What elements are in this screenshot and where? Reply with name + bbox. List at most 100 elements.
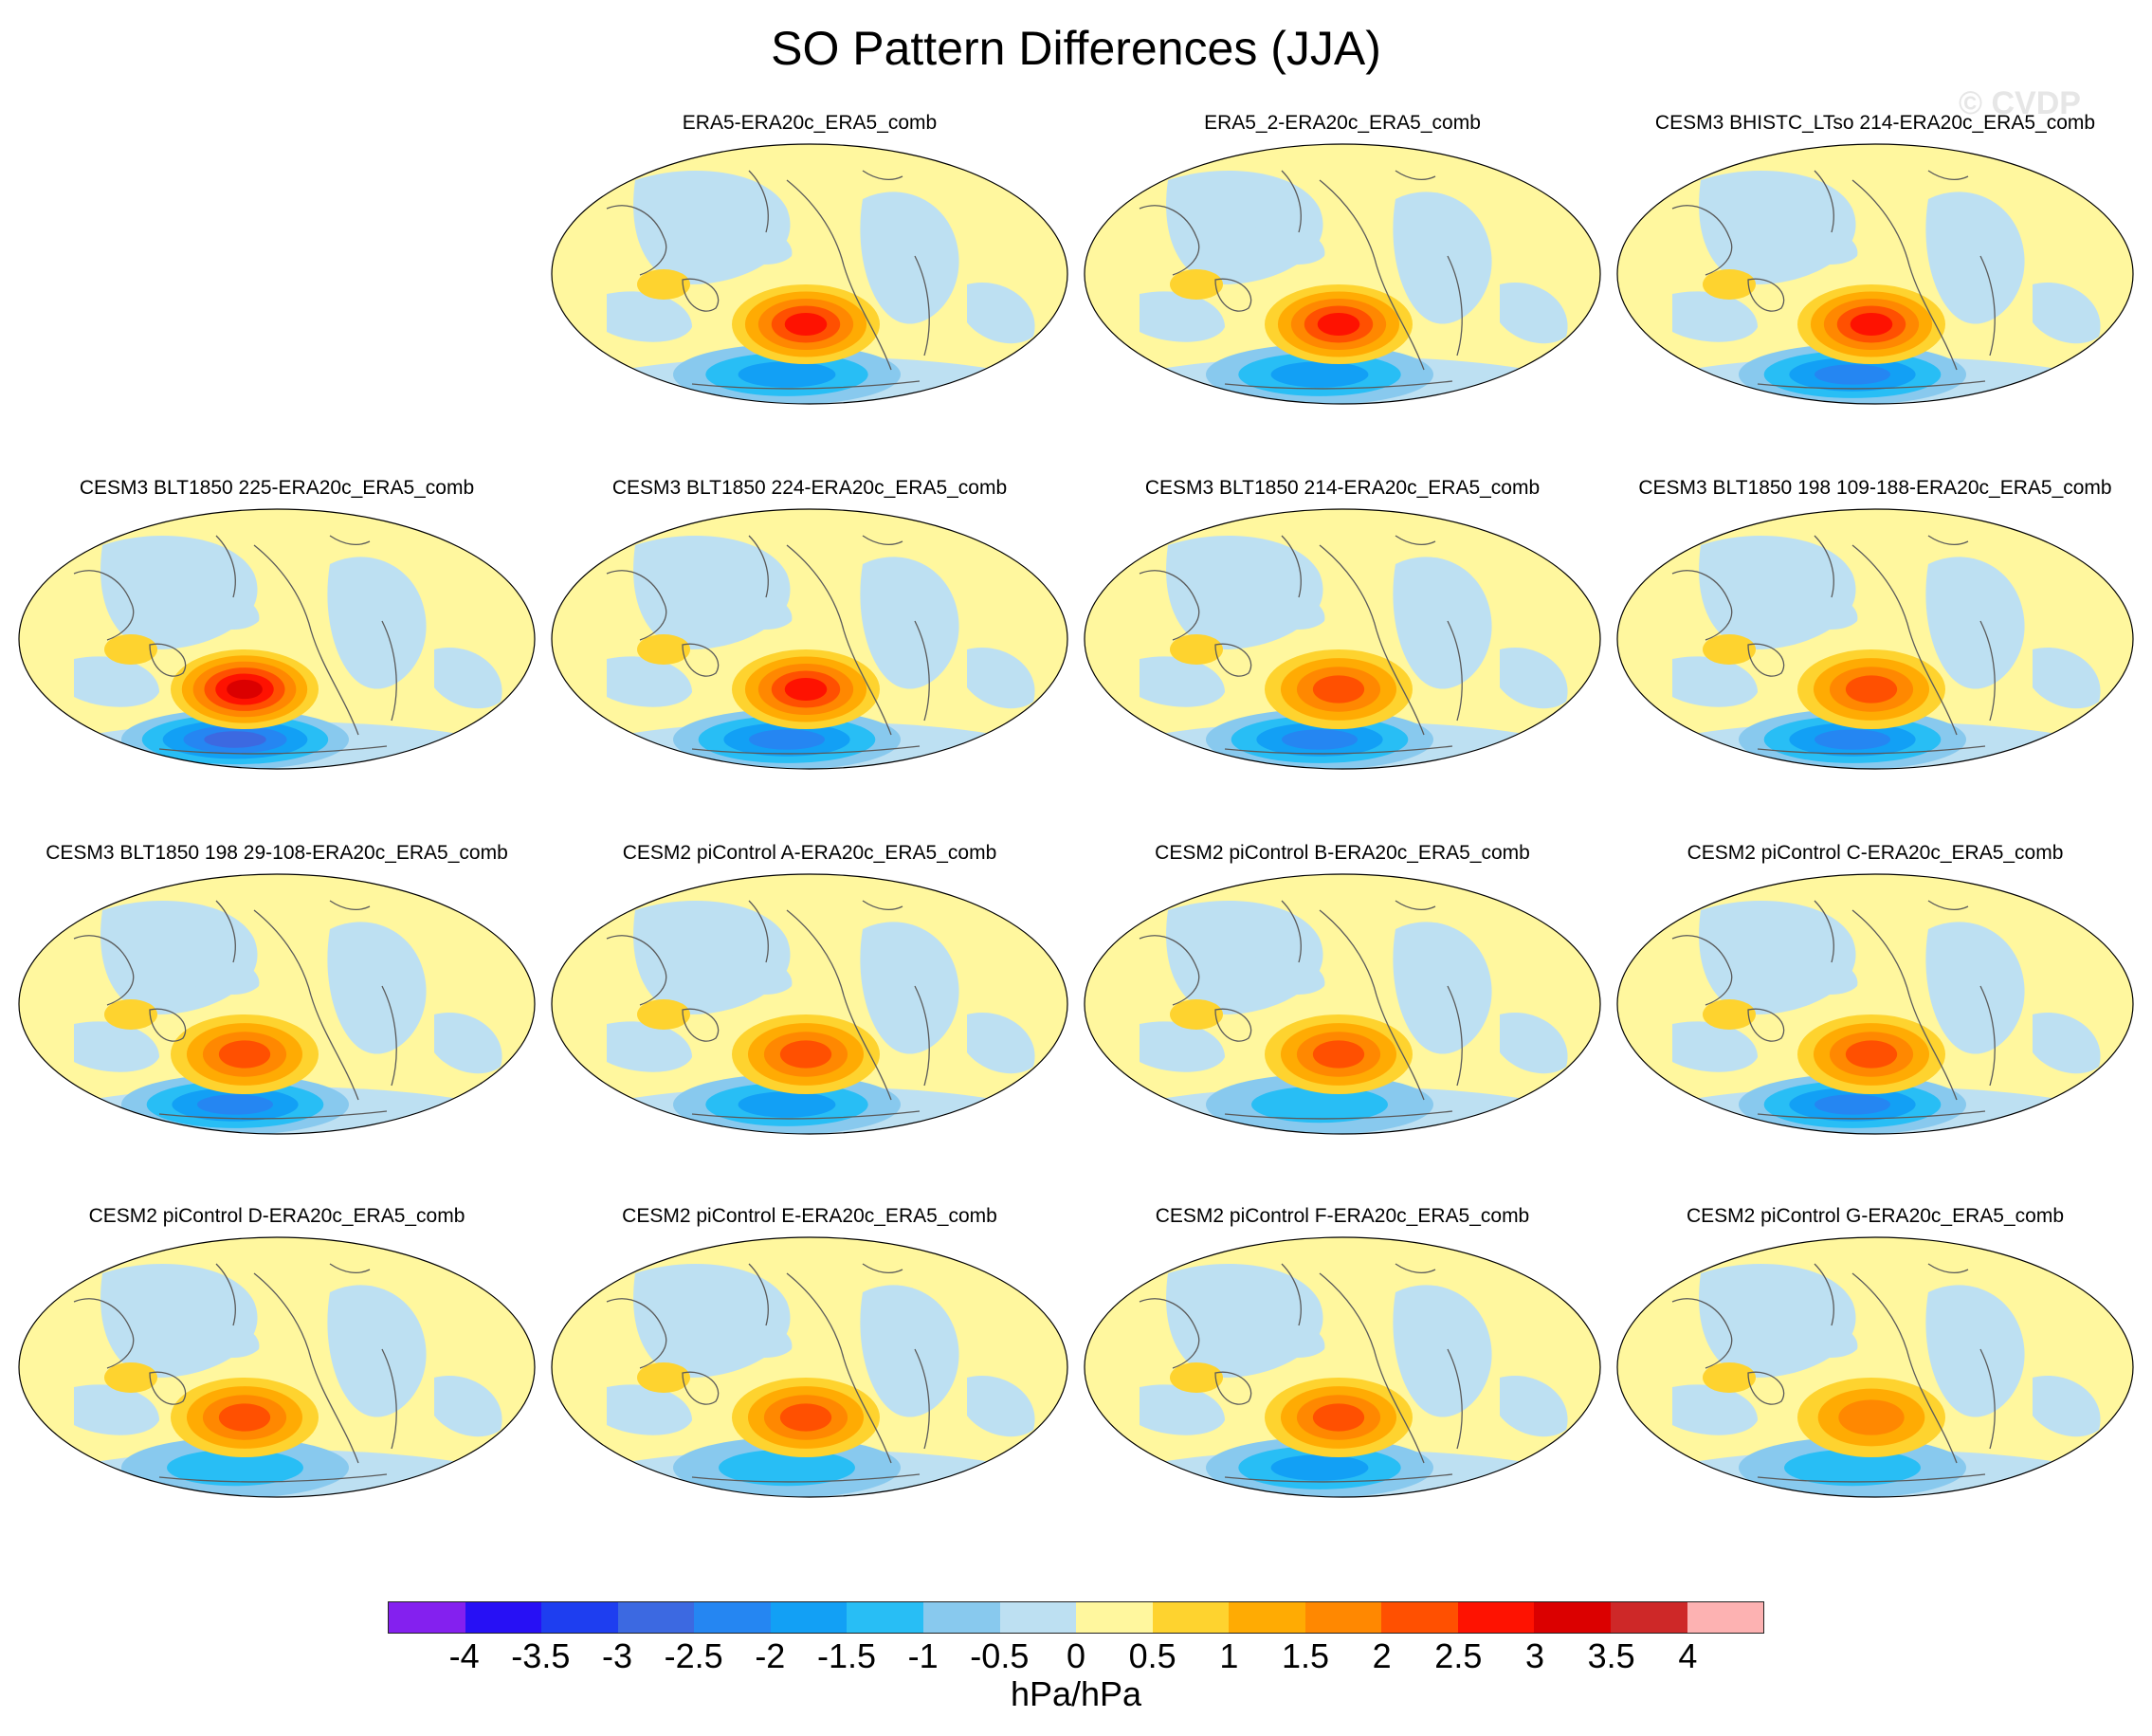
negative-band [1140, 1021, 1225, 1072]
secondary-high [637, 999, 690, 1030]
low-contour [719, 1449, 855, 1487]
map-border [551, 508, 1068, 770]
panel-title: CESM2 piControl A-ERA20c_ERA5_comb [622, 842, 997, 864]
high-contour [1850, 313, 1893, 336]
coastline [253, 1272, 359, 1464]
colorbar-labels: -4 -3.5 -3 -2.5 -2 -1.5 -1 -0.5 0 0.5 1 1.5 2 2.5 3 3.5… [0, 1636, 2152, 1676]
map-border [1084, 508, 1601, 770]
coastline [381, 620, 397, 722]
negative-band [1925, 192, 2025, 324]
negative-band [607, 1021, 692, 1072]
negative-band [967, 283, 1035, 344]
negative-band [1786, 225, 1858, 265]
low-contour [204, 731, 266, 748]
low-contour [197, 1094, 273, 1115]
negative-band [607, 656, 692, 707]
coastline [1927, 900, 1969, 911]
map-border [1616, 508, 2134, 770]
negative-band [1786, 590, 1858, 630]
colorbar-swatch [694, 1602, 771, 1633]
high-contour [1312, 675, 1365, 704]
map-border [551, 873, 1068, 1135]
map-border [1084, 143, 1601, 405]
low-contour [749, 729, 825, 750]
coastline [748, 1263, 769, 1326]
map-panel [18, 1236, 536, 1498]
coastline [1979, 985, 1996, 1087]
coastline [914, 985, 930, 1087]
coastline [158, 1110, 388, 1120]
coastline [1447, 985, 1463, 1087]
coastline [1757, 1473, 1986, 1483]
colorbar-swatch [847, 1602, 923, 1633]
colorbar-tick-label: -1 [907, 1636, 939, 1675]
coastline [1319, 544, 1425, 736]
low-contour [1815, 729, 1890, 750]
high-contour [218, 1040, 271, 1069]
high-contour [784, 678, 828, 701]
negative-band [1253, 590, 1325, 630]
coastline [1814, 1263, 1834, 1326]
coastline [1447, 620, 1463, 722]
coastline [682, 643, 720, 677]
coastline [1927, 1263, 1969, 1274]
coastline [786, 544, 892, 736]
coastline [73, 1298, 135, 1369]
panel-title: CESM2 piControl B-ERA20c_ERA5_comb [1155, 842, 1530, 864]
negative-band [188, 590, 260, 630]
negative-band [1672, 1021, 1758, 1072]
coastline [1851, 909, 1958, 1101]
coastline [691, 1473, 921, 1483]
coastline [149, 643, 187, 677]
coastline [691, 380, 921, 390]
coastline [329, 1263, 371, 1274]
panel-title: ERA5_2-ERA20c_ERA5_comb [1204, 112, 1481, 134]
negative-band [188, 1318, 260, 1359]
panel-title: CESM2 piControl E-ERA20c_ERA5_comb [622, 1205, 997, 1227]
colorbar-swatch [999, 1602, 1077, 1633]
negative-band [607, 291, 692, 342]
secondary-high [1703, 1362, 1756, 1393]
colorbar-tick-label: 2 [1372, 1636, 1392, 1675]
negative-band [860, 192, 959, 324]
low-contour [1270, 1454, 1369, 1481]
colorbar-swatch [1687, 1602, 1764, 1633]
coastline [691, 1110, 921, 1120]
high-contour [779, 1040, 832, 1069]
colorbar-swatch [1076, 1602, 1153, 1633]
map-panel [1616, 508, 2134, 770]
negative-band [967, 648, 1035, 709]
low-contour [738, 1091, 836, 1118]
coastline [1395, 900, 1436, 911]
colorbar-swatch [922, 1602, 1000, 1633]
negative-band [74, 1021, 159, 1072]
panel-title: CESM3 BLT1850 224-ERA20c_ERA5_comb [611, 477, 1008, 499]
coastline [158, 1473, 388, 1483]
negative-band [434, 1376, 502, 1437]
panel-title: CESM3 BLT1850 214-ERA20c_ERA5_comb [1144, 477, 1541, 499]
coastline [149, 1371, 187, 1405]
map-panel [551, 1236, 1068, 1498]
coastline [1224, 1110, 1453, 1120]
negative-band [1253, 1318, 1325, 1359]
panel-title: CESM2 piControl F-ERA20c_ERA5_comb [1155, 1205, 1530, 1227]
coastline [215, 1263, 236, 1326]
coastline [329, 900, 371, 911]
coastline [1747, 278, 1785, 312]
coastline [1851, 544, 1958, 736]
coastline [914, 255, 930, 356]
coastline [1139, 935, 1200, 1006]
coastline [1757, 380, 1986, 390]
high-contour [227, 679, 263, 700]
coastline [862, 170, 903, 181]
panel-title: ERA5-ERA20c_ERA5_comb [682, 112, 938, 134]
coastline [862, 1263, 903, 1274]
colorbar-tick-label: -4 [448, 1636, 480, 1675]
map-border [1616, 1236, 2134, 1498]
coastline [215, 535, 236, 598]
colorbar-units: hPa/hPa [1010, 1674, 1142, 1713]
colorbar-swatch [465, 1602, 542, 1633]
coastline [1319, 179, 1425, 371]
coastline [1927, 535, 1969, 546]
high-contour [1845, 1040, 1898, 1069]
